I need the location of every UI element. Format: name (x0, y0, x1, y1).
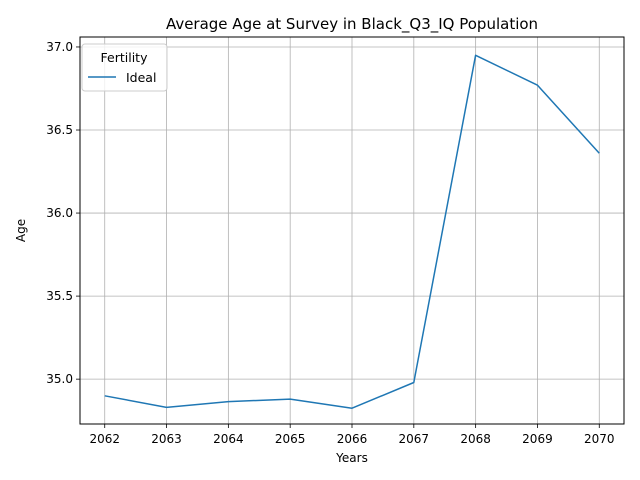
y-tick-label: 35.5 (46, 289, 73, 303)
x-tick-label: 2065 (275, 432, 306, 446)
x-tick-label: 2066 (337, 432, 368, 446)
legend: Fertility Ideal (81, 43, 168, 92)
x-tick-label: 2068 (460, 432, 491, 446)
grid (80, 37, 624, 424)
y-tick-label: 35.0 (46, 372, 73, 386)
series-line-ideal (104, 54, 600, 409)
x-tick-label: 2062 (89, 432, 120, 446)
chart-title: Average Age at Survey in Black_Q3_IQ Pop… (166, 15, 538, 34)
series-layer (104, 54, 600, 409)
x-tick-label: 2069 (522, 432, 553, 446)
legend-title: Fertility (101, 50, 149, 65)
legend-label: Ideal (126, 70, 156, 85)
x-tick-label: 2067 (399, 432, 430, 446)
y-tick-label: 36.0 (46, 206, 73, 220)
y-tick-label: 36.5 (46, 123, 73, 137)
x-axis-label: Years (335, 451, 368, 465)
y-tick-label: 37.0 (46, 40, 73, 54)
y-axis-label: Age (14, 219, 28, 242)
x-tick-label: 2064 (213, 432, 244, 446)
x-tick-label: 2070 (584, 432, 615, 446)
ticks: 2062 2063 2064 2065 2066 2067 2068 2069 2070 35.0… (46, 40, 614, 446)
x-tick-label: 2063 (151, 432, 182, 446)
legend-box (81, 43, 168, 92)
